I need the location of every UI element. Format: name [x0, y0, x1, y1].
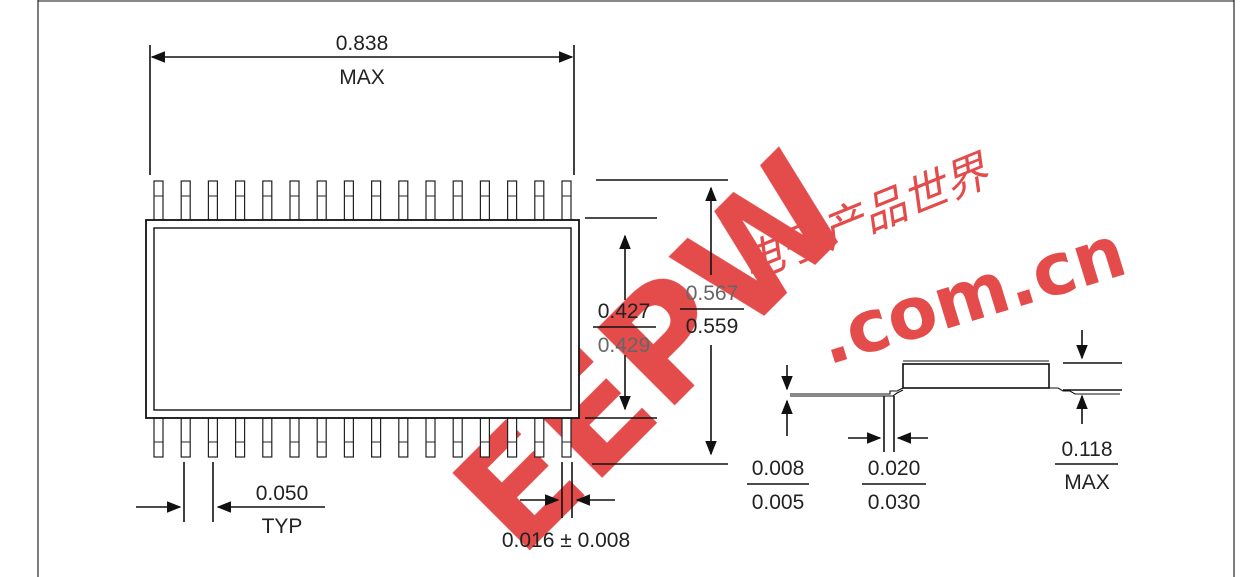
body-length-dimension — [149, 45, 575, 175]
pin-bottom — [561, 417, 572, 458]
pin-top — [534, 180, 545, 221]
pin-top — [153, 180, 164, 221]
standoff-top: 0.020 — [868, 457, 921, 480]
pin-bottom — [207, 417, 218, 458]
pin-top — [289, 180, 300, 221]
pin-top — [207, 180, 218, 221]
pitch-dimension — [136, 462, 325, 522]
pin-bottom — [479, 417, 490, 458]
standoff-dimension — [848, 432, 928, 485]
pin-bottom — [452, 417, 463, 458]
height-dimension — [1055, 330, 1118, 465]
overall-width-bottom: 0.559 — [686, 315, 739, 338]
pin-bottom — [534, 417, 545, 458]
pin-bottom — [507, 417, 518, 458]
pin-bottom — [316, 417, 327, 458]
pin-top — [316, 180, 327, 221]
pitch-qualifier: TYP — [262, 515, 303, 538]
pin-bottom — [343, 417, 354, 458]
body-length-qualifier: MAX — [339, 66, 385, 89]
pin-top — [343, 180, 354, 221]
body-length-value: 0.838 — [336, 32, 389, 55]
height-top: 0.118 — [1062, 438, 1113, 461]
height-bottom: MAX — [1064, 471, 1110, 494]
pin-top — [479, 180, 490, 221]
lead-width-dimension — [520, 462, 615, 518]
pin-top — [235, 180, 246, 221]
pin-bottom — [262, 417, 273, 458]
pin-bottom — [398, 417, 409, 458]
body-width-dimension — [585, 217, 657, 419]
side-view — [790, 360, 1122, 452]
pin-top — [561, 180, 572, 221]
lead-width-value: 0.016 ± 0.008 — [502, 529, 630, 552]
lead-thickness-top: 0.008 — [752, 457, 805, 480]
pitch-value: 0.050 — [256, 482, 309, 505]
overall-width-top: 0.567 — [686, 282, 739, 305]
pin-bottom — [289, 417, 300, 458]
lead-thickness-bottom: 0.005 — [752, 491, 805, 514]
pin-bottom — [153, 417, 164, 458]
pin-bottom — [425, 417, 436, 458]
pin-top — [371, 180, 382, 221]
pin-top — [398, 180, 409, 221]
pin-bottom — [371, 417, 382, 458]
pin-bottom — [235, 417, 246, 458]
drawing-border — [37, 0, 1235, 577]
lead-thickness-dimension — [747, 365, 809, 485]
package-body — [145, 219, 580, 419]
overall-width-dimension — [592, 179, 744, 465]
pin-top — [452, 180, 463, 221]
pins-bottom-row — [153, 417, 572, 458]
pins-top-row — [153, 180, 572, 221]
body-width-bottom: 0.429 — [598, 334, 651, 357]
standoff-bottom: 0.030 — [868, 491, 921, 514]
pin-top — [507, 180, 518, 221]
pin-top — [180, 180, 191, 221]
body-width-top: 0.427 — [598, 300, 651, 323]
pin-top — [425, 180, 436, 221]
pin-top — [262, 180, 273, 221]
pin-bottom — [180, 417, 191, 458]
